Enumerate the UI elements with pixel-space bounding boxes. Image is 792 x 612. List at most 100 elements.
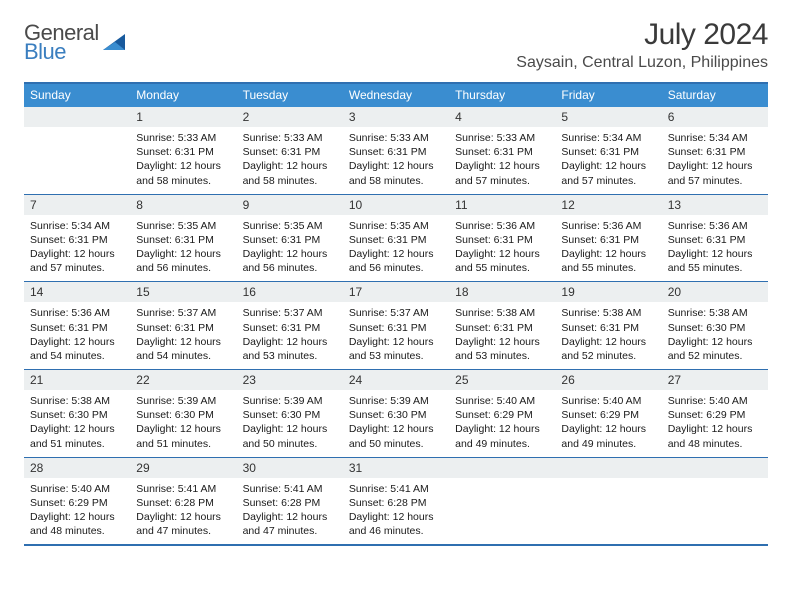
daylight-line: Daylight: 12 hours: [349, 159, 445, 173]
daylight-line: and 51 minutes.: [30, 437, 126, 451]
sunset-line: Sunset: 6:31 PM: [136, 145, 232, 159]
day-number: 31: [343, 458, 449, 478]
day-number: [449, 458, 555, 478]
daylight-line: and 52 minutes.: [668, 349, 764, 363]
daylight-line: Daylight: 12 hours: [668, 247, 764, 261]
day-number: 16: [237, 282, 343, 302]
daylight-line: and 56 minutes.: [349, 261, 445, 275]
day-number: [662, 458, 768, 478]
day-cell: 27Sunrise: 5:40 AMSunset: 6:29 PMDayligh…: [662, 370, 768, 457]
sunrise-line: Sunrise: 5:33 AM: [349, 131, 445, 145]
day-cell: 19Sunrise: 5:38 AMSunset: 6:31 PMDayligh…: [555, 282, 661, 369]
sunrise-line: Sunrise: 5:33 AM: [455, 131, 551, 145]
day-number: 3: [343, 107, 449, 127]
sunrise-line: Sunrise: 5:40 AM: [30, 482, 126, 496]
day-detail: Sunrise: 5:36 AMSunset: 6:31 PMDaylight:…: [555, 215, 661, 276]
sunrise-line: Sunrise: 5:39 AM: [349, 394, 445, 408]
day-number: 9: [237, 195, 343, 215]
calendar-grid: Sunday Monday Tuesday Wednesday Thursday…: [24, 82, 768, 546]
sunrise-line: Sunrise: 5:37 AM: [136, 306, 232, 320]
daylight-line: and 53 minutes.: [243, 349, 339, 363]
day-number: 24: [343, 370, 449, 390]
daylight-line: and 56 minutes.: [243, 261, 339, 275]
sunset-line: Sunset: 6:29 PM: [668, 408, 764, 422]
day-detail: Sunrise: 5:35 AMSunset: 6:31 PMDaylight:…: [237, 215, 343, 276]
sunrise-line: Sunrise: 5:38 AM: [30, 394, 126, 408]
sunrise-line: Sunrise: 5:34 AM: [668, 131, 764, 145]
day-cell: 16Sunrise: 5:37 AMSunset: 6:31 PMDayligh…: [237, 282, 343, 369]
day-detail: Sunrise: 5:34 AMSunset: 6:31 PMDaylight:…: [555, 127, 661, 188]
day-number: 13: [662, 195, 768, 215]
day-detail: Sunrise: 5:39 AMSunset: 6:30 PMDaylight:…: [237, 390, 343, 451]
brand-logo-text: General Blue: [24, 24, 99, 61]
day-cell: 31Sunrise: 5:41 AMSunset: 6:28 PMDayligh…: [343, 458, 449, 545]
day-detail: Sunrise: 5:37 AMSunset: 6:31 PMDaylight:…: [343, 302, 449, 363]
daylight-line: and 56 minutes.: [136, 261, 232, 275]
daylight-line: and 57 minutes.: [455, 174, 551, 188]
daylight-line: and 54 minutes.: [136, 349, 232, 363]
daylight-line: Daylight: 12 hours: [30, 422, 126, 436]
week-row: 7Sunrise: 5:34 AMSunset: 6:31 PMDaylight…: [24, 195, 768, 283]
day-number: [555, 458, 661, 478]
daylight-line: and 49 minutes.: [455, 437, 551, 451]
daylight-line: Daylight: 12 hours: [561, 159, 657, 173]
day-number: 8: [130, 195, 236, 215]
sunrise-line: Sunrise: 5:38 AM: [455, 306, 551, 320]
day-detail: Sunrise: 5:34 AMSunset: 6:31 PMDaylight:…: [24, 215, 130, 276]
day-detail: Sunrise: 5:40 AMSunset: 6:29 PMDaylight:…: [555, 390, 661, 451]
sunset-line: Sunset: 6:31 PM: [561, 321, 657, 335]
sunset-line: Sunset: 6:31 PM: [561, 145, 657, 159]
sunrise-line: Sunrise: 5:41 AM: [243, 482, 339, 496]
daylight-line: and 50 minutes.: [349, 437, 445, 451]
brand-triangle-icon: [101, 30, 127, 56]
day-cell: 8Sunrise: 5:35 AMSunset: 6:31 PMDaylight…: [130, 195, 236, 282]
day-number: 15: [130, 282, 236, 302]
daylight-line: and 58 minutes.: [349, 174, 445, 188]
sunset-line: Sunset: 6:31 PM: [243, 145, 339, 159]
day-cell: 9Sunrise: 5:35 AMSunset: 6:31 PMDaylight…: [237, 195, 343, 282]
day-cell: [555, 458, 661, 545]
day-cell: 3Sunrise: 5:33 AMSunset: 6:31 PMDaylight…: [343, 107, 449, 194]
day-cell: 29Sunrise: 5:41 AMSunset: 6:28 PMDayligh…: [130, 458, 236, 545]
title-block: July 2024 Saysain, Central Luzon, Philip…: [516, 18, 768, 72]
day-cell: 4Sunrise: 5:33 AMSunset: 6:31 PMDaylight…: [449, 107, 555, 194]
day-number: 7: [24, 195, 130, 215]
daylight-line: Daylight: 12 hours: [349, 335, 445, 349]
daylight-line: and 47 minutes.: [136, 524, 232, 538]
sunset-line: Sunset: 6:30 PM: [136, 408, 232, 422]
sunrise-line: Sunrise: 5:34 AM: [561, 131, 657, 145]
day-detail: Sunrise: 5:39 AMSunset: 6:30 PMDaylight:…: [343, 390, 449, 451]
day-number: 1: [130, 107, 236, 127]
daylight-line: Daylight: 12 hours: [30, 510, 126, 524]
week-row: 21Sunrise: 5:38 AMSunset: 6:30 PMDayligh…: [24, 370, 768, 458]
daylight-line: and 49 minutes.: [561, 437, 657, 451]
day-cell: [449, 458, 555, 545]
sunrise-line: Sunrise: 5:40 AM: [668, 394, 764, 408]
day-detail: Sunrise: 5:41 AMSunset: 6:28 PMDaylight:…: [343, 478, 449, 539]
daylight-line: and 57 minutes.: [668, 174, 764, 188]
daylight-line: and 52 minutes.: [561, 349, 657, 363]
day-cell: 13Sunrise: 5:36 AMSunset: 6:31 PMDayligh…: [662, 195, 768, 282]
daylight-line: Daylight: 12 hours: [455, 159, 551, 173]
sunrise-line: Sunrise: 5:37 AM: [243, 306, 339, 320]
sunrise-line: Sunrise: 5:35 AM: [243, 219, 339, 233]
brand-word-blue: Blue: [24, 43, 99, 62]
daylight-line: Daylight: 12 hours: [136, 159, 232, 173]
day-detail: Sunrise: 5:36 AMSunset: 6:31 PMDaylight:…: [449, 215, 555, 276]
daylight-line: Daylight: 12 hours: [455, 422, 551, 436]
dow-friday: Friday: [555, 84, 661, 107]
day-number: 17: [343, 282, 449, 302]
day-cell: 2Sunrise: 5:33 AMSunset: 6:31 PMDaylight…: [237, 107, 343, 194]
daylight-line: and 55 minutes.: [561, 261, 657, 275]
daylight-line: Daylight: 12 hours: [455, 335, 551, 349]
dow-sunday: Sunday: [24, 84, 130, 107]
day-number: 2: [237, 107, 343, 127]
day-detail: Sunrise: 5:40 AMSunset: 6:29 PMDaylight:…: [24, 478, 130, 539]
sunrise-line: Sunrise: 5:38 AM: [561, 306, 657, 320]
sunset-line: Sunset: 6:29 PM: [30, 496, 126, 510]
daylight-line: Daylight: 12 hours: [349, 510, 445, 524]
sunset-line: Sunset: 6:29 PM: [455, 408, 551, 422]
day-cell: 7Sunrise: 5:34 AMSunset: 6:31 PMDaylight…: [24, 195, 130, 282]
day-cell: 14Sunrise: 5:36 AMSunset: 6:31 PMDayligh…: [24, 282, 130, 369]
daylight-line: and 48 minutes.: [668, 437, 764, 451]
